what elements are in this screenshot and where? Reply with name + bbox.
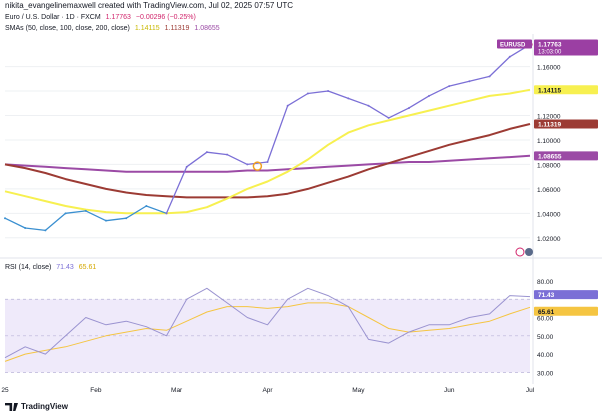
eu-flag-icon bbox=[525, 248, 533, 256]
sma100-badge: 1.11319 bbox=[538, 122, 562, 129]
price-point bbox=[387, 116, 390, 119]
rsi-tick-label: 80.00 bbox=[537, 279, 554, 286]
symbol-badge: EURUSD bbox=[500, 43, 526, 49]
price-point bbox=[4, 217, 6, 220]
price-badge: 1.17763 bbox=[538, 42, 562, 49]
price-point bbox=[125, 217, 128, 220]
y-tick-label: 1.12000 bbox=[537, 113, 561, 120]
price-point bbox=[145, 204, 148, 207]
price-point bbox=[226, 153, 229, 156]
price-point bbox=[44, 229, 47, 232]
price-point bbox=[428, 94, 431, 97]
countdown-badge: 13:03:00 bbox=[538, 50, 562, 56]
sma50-badge-bg bbox=[534, 85, 598, 95]
y-tick-label: 1.04000 bbox=[537, 211, 561, 218]
tradingview-logo-icon bbox=[5, 403, 18, 411]
rsi-tick-label: 30.00 bbox=[537, 370, 554, 377]
rsi-band bbox=[5, 299, 530, 373]
x-tick-label: Jun bbox=[444, 387, 455, 394]
sma100-badge-bg bbox=[534, 119, 598, 129]
event-marker-icon bbox=[252, 161, 263, 171]
y-tick-label: 1.06000 bbox=[537, 187, 561, 194]
main-legend: Euro / U.S. Dollar · 1D · FXCM 1.17763 −… bbox=[5, 13, 199, 23]
price-point bbox=[448, 85, 451, 88]
rsi-legend: RSI (14, close) 71.43 65.61 bbox=[5, 263, 99, 273]
rsi-value: 71.43 bbox=[56, 264, 74, 271]
sma50-line bbox=[4, 88, 531, 215]
y-tick-label: 1.08000 bbox=[537, 162, 561, 169]
rsi-badge-bg bbox=[534, 290, 598, 300]
rsi-ma-badge-bg bbox=[534, 306, 598, 316]
y-tick-label: 1.16000 bbox=[537, 65, 561, 72]
rsi-badge: 71.43 bbox=[538, 292, 555, 299]
x-tick-label: May bbox=[352, 387, 365, 394]
last-price: 1.17763 bbox=[105, 14, 131, 21]
price-point bbox=[508, 55, 511, 58]
sma100-line bbox=[4, 123, 531, 199]
price-point bbox=[24, 226, 27, 229]
price-point bbox=[347, 97, 350, 100]
tradingview-footer: TradingView bbox=[5, 401, 68, 413]
sma50-value: 1.14115 bbox=[134, 25, 160, 32]
symbol-badge-bg bbox=[497, 39, 532, 49]
price-point bbox=[104, 219, 107, 222]
price-point bbox=[286, 104, 289, 107]
y-tick-label: 1.10000 bbox=[537, 138, 561, 145]
price-point bbox=[185, 165, 188, 168]
price-point bbox=[84, 209, 87, 212]
symbol-title: Euro / U.S. Dollar · 1D · FXCM bbox=[5, 14, 101, 21]
price-change: −0.00296 (−0.25%) bbox=[135, 14, 196, 21]
price-point bbox=[266, 160, 269, 163]
price-line bbox=[165, 44, 531, 214]
price-point bbox=[64, 212, 67, 215]
price-point bbox=[165, 212, 168, 215]
brand-text: TradingView bbox=[21, 402, 68, 411]
price-badge-bg bbox=[534, 39, 598, 56]
sma200-value: 1.08655 bbox=[194, 25, 220, 32]
rsi-line bbox=[4, 287, 531, 359]
price-point bbox=[246, 163, 249, 166]
rsi-tick-label: 50.00 bbox=[537, 334, 554, 341]
sma-legend: SMAs (50, close, 100, close, 200, close)… bbox=[5, 24, 223, 34]
sma200-badge-bg bbox=[534, 151, 598, 161]
x-tick-label: 25 bbox=[1, 387, 9, 394]
sma100-value: 1.11319 bbox=[164, 25, 190, 32]
rsi-ma-value: 65.61 bbox=[78, 264, 97, 271]
price-point bbox=[205, 151, 208, 154]
rsi-ma-line bbox=[4, 302, 531, 362]
attribution-text: nikita_evangelinemaxwell created with Tr… bbox=[5, 1, 294, 10]
price-point bbox=[488, 75, 491, 78]
price-point bbox=[327, 90, 330, 93]
x-tick-label: Apr bbox=[262, 387, 273, 394]
price-point bbox=[407, 107, 410, 110]
rsi-ma-badge: 65.61 bbox=[538, 309, 555, 316]
x-tick-label: Jul bbox=[526, 387, 535, 394]
rsi-tick-label: 60.00 bbox=[537, 316, 554, 323]
sma200-badge: 1.08655 bbox=[538, 153, 562, 160]
x-tick-label: Feb bbox=[90, 387, 102, 394]
us-flag-icon bbox=[515, 247, 525, 257]
rsi-label: RSI (14, close) bbox=[5, 264, 52, 271]
price-point bbox=[367, 104, 370, 107]
rsi-tick-label: 40.00 bbox=[537, 352, 554, 359]
sma50-badge: 1.14115 bbox=[538, 87, 562, 94]
sma200-line bbox=[4, 154, 531, 173]
sma-label: SMAs (50, close, 100, close, 200, close) bbox=[5, 25, 130, 32]
price-point bbox=[468, 80, 471, 83]
x-tick-label: Mar bbox=[171, 387, 183, 394]
y-tick-label: 1.02000 bbox=[537, 236, 561, 243]
price-point bbox=[306, 92, 309, 95]
